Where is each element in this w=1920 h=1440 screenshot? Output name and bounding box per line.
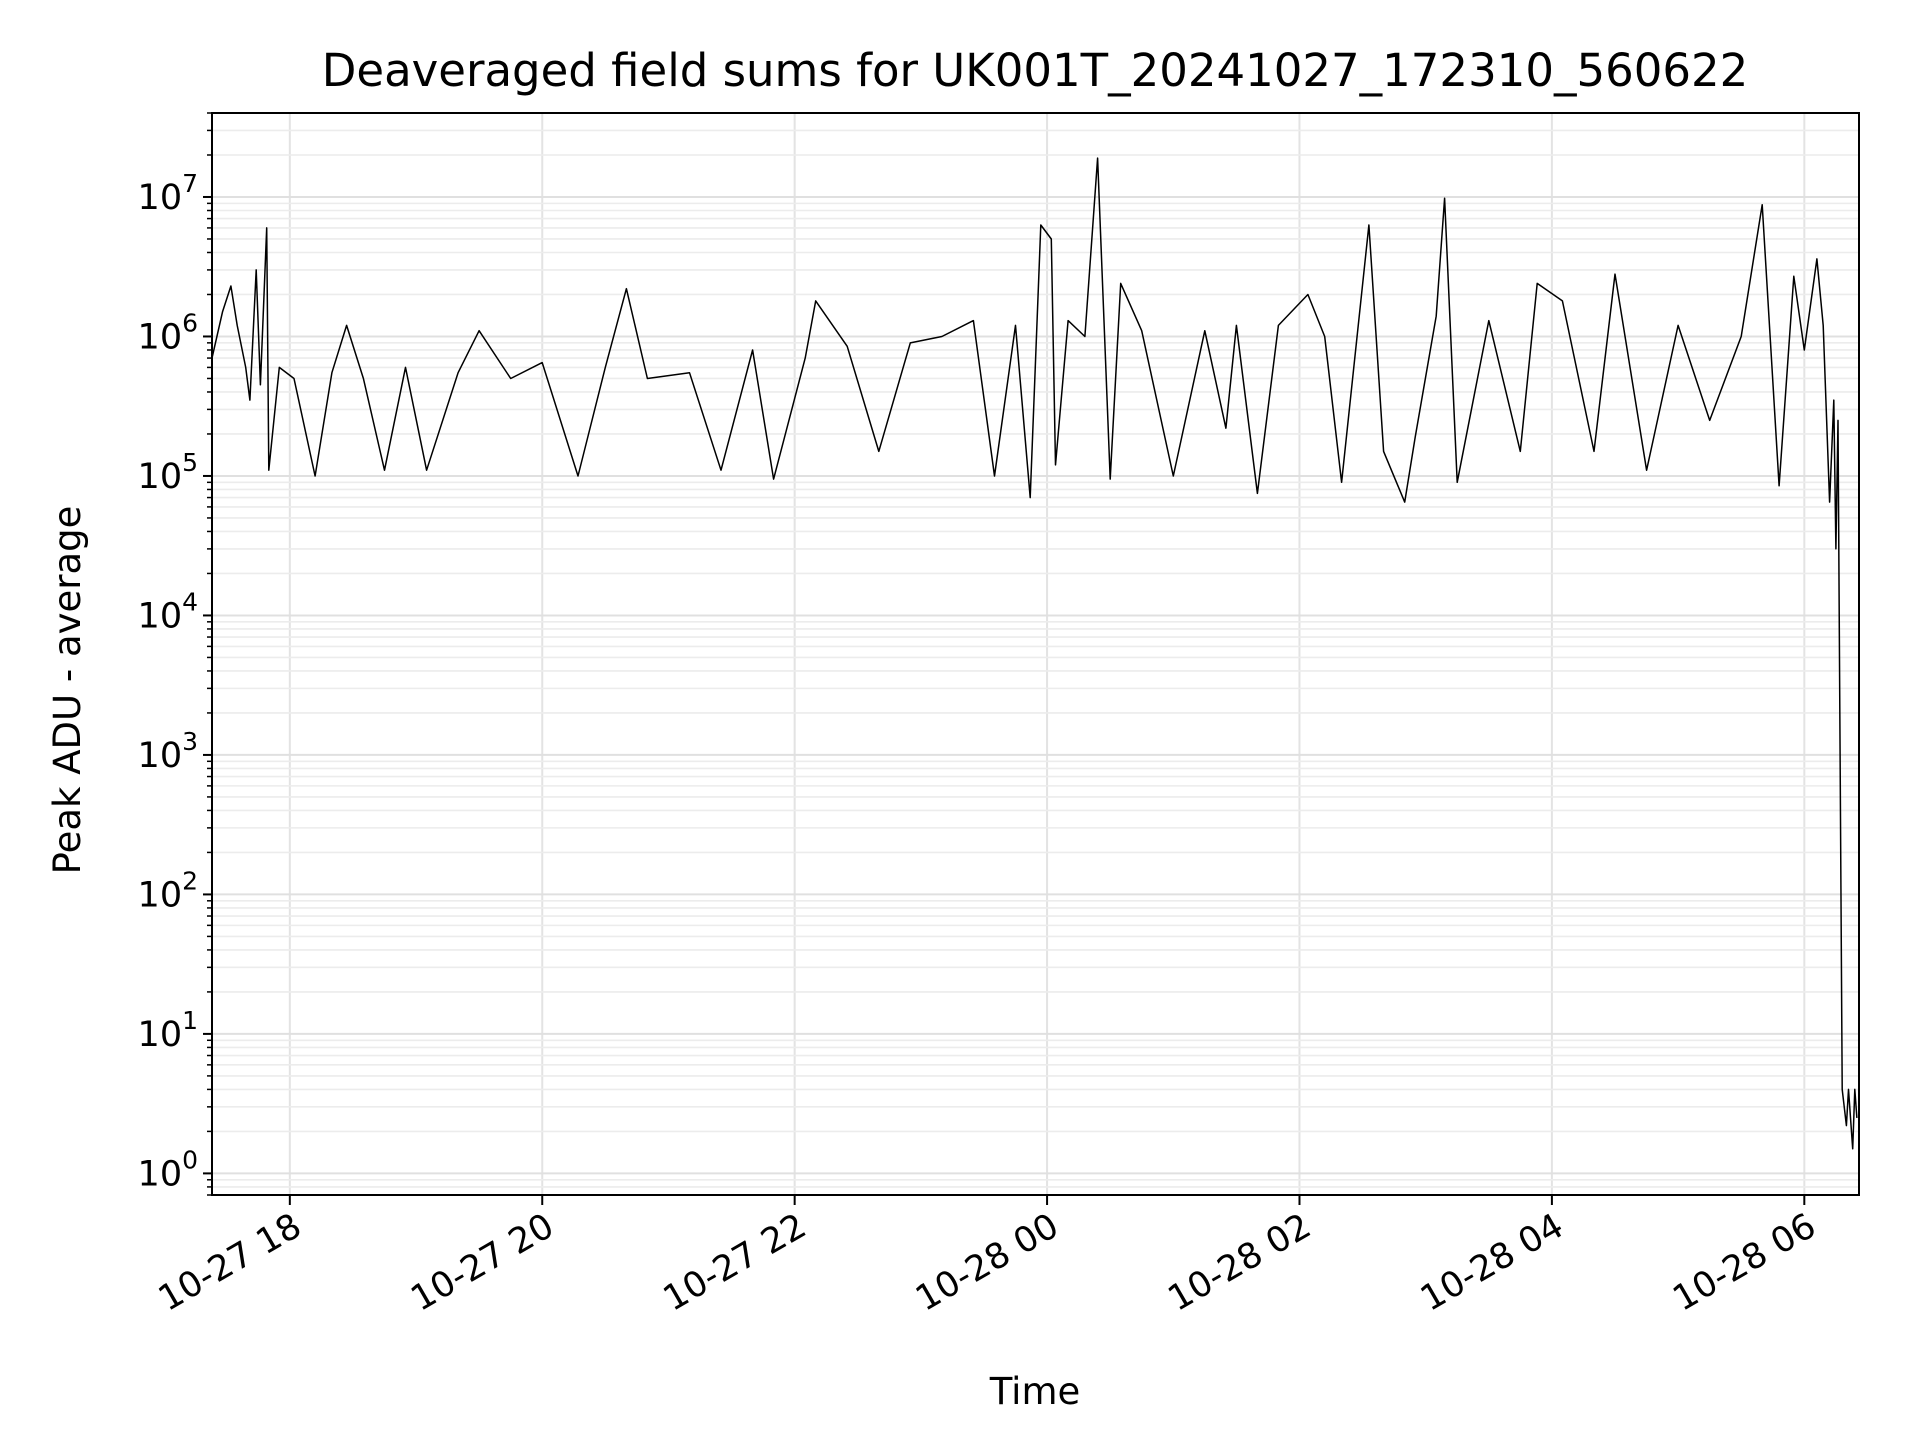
grid [212,112,1859,1196]
y-tick-label: 101 [138,1006,198,1055]
x-tick-label: 10-28 06 [1667,1206,1823,1319]
y-tick-label: 107 [138,169,198,218]
y-tick-label: 105 [138,448,198,497]
y-tick-label: 103 [138,727,198,776]
y-tick-label: 104 [138,587,198,636]
x-tick-label: 10-27 22 [657,1206,813,1319]
x-axis-title: Time [989,1370,1081,1413]
series-layer [211,157,1858,1150]
y-tick-label: 100 [138,1145,198,1194]
chart-title: Deaveraged field sums for UK001T_2024102… [322,44,1749,97]
x-tick-label: 10-28 04 [1414,1206,1570,1319]
series-line [211,157,1858,1150]
x-tick-label: 10-27 18 [152,1206,308,1319]
x-tick-label: 10-27 20 [404,1206,560,1319]
x-tick-label: 10-28 00 [909,1206,1065,1319]
y-tick-label: 102 [138,866,198,915]
y-tick-label: 106 [138,308,198,357]
x-tick-label: 10-28 02 [1162,1206,1318,1319]
plot-frame [211,112,1860,1196]
y-axis-title: Peak ADU - average [46,506,89,875]
